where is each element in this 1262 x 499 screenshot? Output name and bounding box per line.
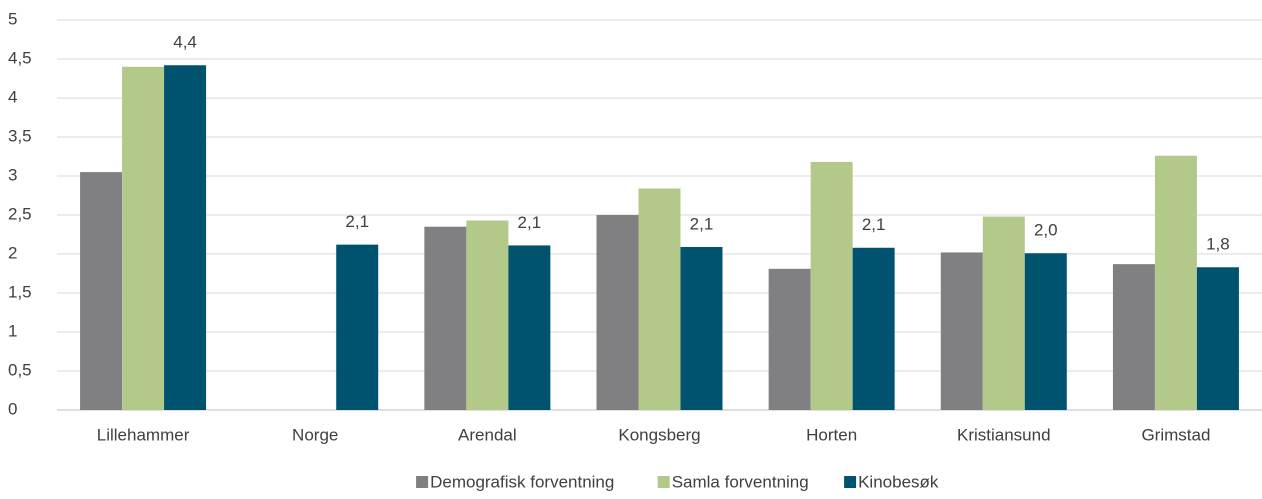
y-tick-label: 0 (8, 399, 17, 418)
x-tick-label: Kristiansund (957, 425, 1051, 444)
bar (508, 245, 551, 410)
data-label: 2,1 (862, 215, 886, 234)
bar (1196, 267, 1239, 410)
x-tick-label: Kongsberg (618, 425, 700, 444)
bar (680, 246, 723, 410)
y-tick-label: 2 (8, 243, 17, 262)
legend-swatch (416, 476, 429, 488)
legend-swatch (844, 476, 857, 488)
y-tick-label: 5 (8, 9, 17, 28)
bar (1112, 264, 1155, 410)
x-tick-label: Horten (806, 425, 857, 444)
y-tick-label: 1,5 (8, 282, 32, 301)
y-tick-label: 2,5 (8, 204, 32, 223)
bar (982, 216, 1025, 410)
legend-label: Kinobesøk (858, 472, 939, 491)
y-tick-label: 0,5 (8, 360, 32, 379)
data-label: 2,1 (345, 212, 369, 231)
bar (810, 161, 853, 410)
bar (852, 247, 895, 410)
bar (1154, 155, 1197, 410)
y-tick-label: 3 (8, 165, 17, 184)
data-label: 2,1 (518, 213, 542, 232)
bar (80, 172, 123, 410)
data-label: 2,0 (1034, 221, 1058, 240)
x-tick-label: Norge (292, 425, 338, 444)
legend-label: Demografisk forventning (430, 472, 614, 491)
data-label: 2,1 (690, 214, 714, 233)
y-tick-label: 3,5 (8, 126, 32, 145)
y-tick-label: 4,5 (8, 48, 32, 67)
bar (596, 215, 639, 410)
bar (638, 188, 681, 410)
bar (1024, 253, 1067, 410)
bar (940, 252, 983, 410)
legend-label: Samla forventning (672, 472, 809, 491)
y-tick-label: 1 (8, 321, 17, 340)
bar (122, 66, 165, 411)
data-label: 4,4 (173, 33, 197, 52)
x-tick-label: Grimstad (1141, 425, 1210, 444)
x-tick-label: Lillehammer (97, 425, 190, 444)
bar (164, 65, 207, 411)
bar (336, 244, 379, 410)
legend-swatch (657, 476, 670, 488)
bar (466, 220, 509, 410)
bar (424, 226, 467, 410)
x-tick-label: Arendal (458, 425, 517, 444)
bar (768, 268, 811, 410)
y-tick-label: 4 (8, 87, 17, 106)
data-label: 1,8 (1206, 235, 1230, 254)
